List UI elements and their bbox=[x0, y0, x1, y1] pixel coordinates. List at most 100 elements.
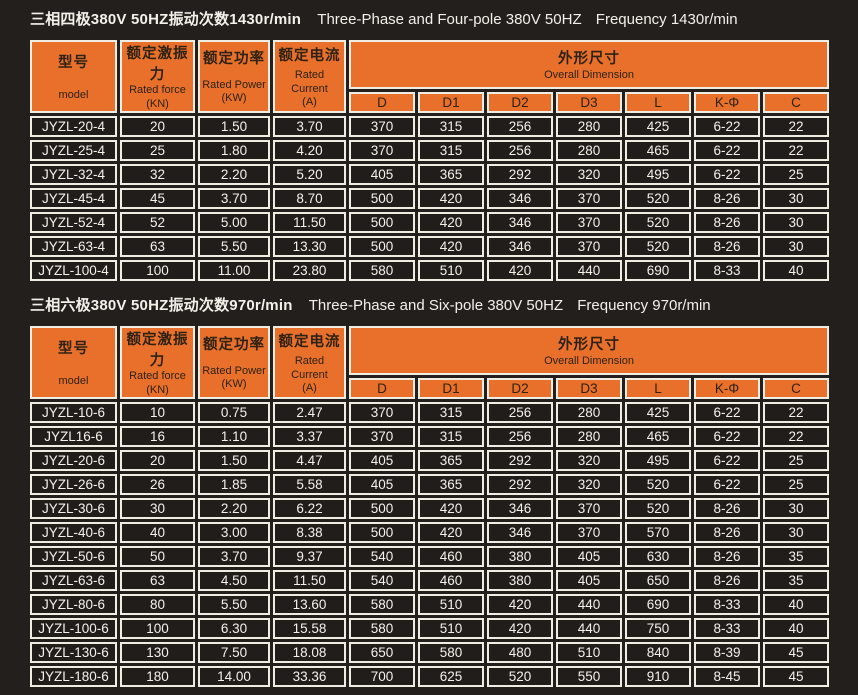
value-cell: 8-26 bbox=[694, 570, 760, 591]
value-cell: 8-26 bbox=[694, 522, 760, 543]
value-cell: 315 bbox=[418, 426, 484, 447]
col-header-rated-force: 额定激振力 Rated force (KN) bbox=[120, 326, 195, 399]
value-cell: 420 bbox=[418, 188, 484, 209]
table-row: JYZL-20-6 20 1.50 4.47 405 365 292 320 495 6-22 25 bbox=[30, 450, 830, 471]
col-header-d: D bbox=[349, 378, 415, 399]
value-cell: 346 bbox=[487, 498, 553, 519]
value-cell: 440 bbox=[556, 618, 622, 639]
value-cell: 25 bbox=[120, 140, 195, 161]
model-cell: JYZL-30-6 bbox=[30, 498, 117, 519]
value-cell: 540 bbox=[349, 570, 415, 591]
value-cell: 50 bbox=[120, 546, 195, 567]
value-cell: 8.70 bbox=[273, 188, 346, 209]
section-title-four-pole: 三相四极380V 50HZ振动次数1430r/min Three-Phase a… bbox=[30, 0, 858, 30]
value-cell: 100 bbox=[120, 618, 195, 639]
value-cell: 580 bbox=[349, 618, 415, 639]
value-cell: 520 bbox=[625, 474, 691, 495]
col-header-d1: D1 bbox=[418, 92, 484, 113]
force-label-zh: 额定激振力 bbox=[126, 332, 189, 370]
value-cell: 380 bbox=[487, 570, 553, 591]
value-cell: 18.08 bbox=[273, 642, 346, 663]
value-cell: 346 bbox=[487, 236, 553, 257]
dimension-label-en: Overall Dimension bbox=[544, 68, 634, 81]
value-cell: 500 bbox=[349, 522, 415, 543]
table-row: JYZL-130-6 130 7.50 18.08 650 580 480 510 840 8-3… bbox=[30, 642, 830, 663]
value-cell: 22 bbox=[763, 116, 830, 137]
value-cell: 6-22 bbox=[694, 116, 760, 137]
value-cell: 292 bbox=[487, 164, 553, 185]
model-cell: JYZL-180-6 bbox=[30, 666, 117, 687]
value-cell: 1.10 bbox=[198, 426, 270, 447]
table-row: JYZL-25-4 25 1.80 4.20 370 315 256 280 465 6-22 22 bbox=[30, 140, 830, 161]
value-cell: 292 bbox=[487, 474, 553, 495]
value-cell: 11.50 bbox=[273, 570, 346, 591]
value-cell: 8-26 bbox=[694, 546, 760, 567]
model-label-zh: 型号 bbox=[58, 54, 89, 71]
value-cell: 346 bbox=[487, 188, 553, 209]
value-cell: 33.36 bbox=[273, 666, 346, 687]
value-cell: 52 bbox=[120, 212, 195, 233]
model-cell: JYZL-130-6 bbox=[30, 642, 117, 663]
value-cell: 30 bbox=[763, 188, 830, 209]
value-cell: 25 bbox=[763, 474, 830, 495]
value-cell: 22 bbox=[763, 426, 830, 447]
value-cell: 370 bbox=[556, 212, 622, 233]
value-cell: 520 bbox=[625, 498, 691, 519]
col-header-rated-power: 额定功率 Rated Power (KW) bbox=[198, 40, 270, 113]
value-cell: 32 bbox=[120, 164, 195, 185]
title-frequency: Frequency 1430r/min bbox=[595, 11, 738, 28]
value-cell: 370 bbox=[349, 116, 415, 137]
value-cell: 35 bbox=[763, 570, 830, 591]
value-cell: 7.50 bbox=[198, 642, 270, 663]
force-label-en: Rated force (KN) bbox=[129, 370, 186, 396]
col-header-model: 型号 model bbox=[30, 326, 117, 399]
table-row: JYZL-50-6 50 3.70 9.37 540 460 380 405 630 8-26 35 bbox=[30, 546, 830, 567]
value-cell: 625 bbox=[418, 666, 484, 687]
value-cell: 100 bbox=[120, 260, 195, 281]
value-cell: 370 bbox=[556, 498, 622, 519]
value-cell: 20 bbox=[120, 116, 195, 137]
table-row: JYZL-10-6 10 0.75 2.47 370 315 256 280 425 6-22 22 bbox=[30, 402, 830, 423]
value-cell: 320 bbox=[556, 474, 622, 495]
value-cell: 3.37 bbox=[273, 426, 346, 447]
table-row: JYZL-20-4 20 1.50 3.70 370 315 256 280 425 6-22 22 bbox=[30, 116, 830, 137]
value-cell: 420 bbox=[418, 212, 484, 233]
value-cell: 30 bbox=[763, 236, 830, 257]
value-cell: 520 bbox=[625, 236, 691, 257]
value-cell: 700 bbox=[349, 666, 415, 687]
value-cell: 3.70 bbox=[198, 188, 270, 209]
model-cell: JYZL-25-4 bbox=[30, 140, 117, 161]
col-header-d1: D1 bbox=[418, 378, 484, 399]
value-cell: 3.70 bbox=[273, 116, 346, 137]
value-cell: 2.20 bbox=[198, 164, 270, 185]
value-cell: 15.58 bbox=[273, 618, 346, 639]
model-cell: JYZL-63-6 bbox=[30, 570, 117, 591]
value-cell: 130 bbox=[120, 642, 195, 663]
col-header-d: D bbox=[349, 92, 415, 113]
value-cell: 500 bbox=[349, 212, 415, 233]
value-cell: 1.50 bbox=[198, 450, 270, 471]
table-row: JYZL-100-6 100 6.30 15.58 580 510 420 440 750 8-3… bbox=[30, 618, 830, 639]
col-header-d3: D3 bbox=[556, 92, 622, 113]
value-cell: 495 bbox=[625, 450, 691, 471]
value-cell: 6-22 bbox=[694, 450, 760, 471]
spec-table-six-pole: 型号 model 额定激振力 Rated force (KN) 额定功率 Rate… bbox=[27, 323, 832, 690]
table-row: JYZL16-6 16 1.10 3.37 370 315 256 280 465 6-22 22 bbox=[30, 426, 830, 447]
section-title-six-pole: 三相六极380V 50HZ振动次数970r/min Three-Phase an… bbox=[30, 286, 858, 316]
value-cell: 495 bbox=[625, 164, 691, 185]
value-cell: 580 bbox=[418, 642, 484, 663]
value-cell: 6-22 bbox=[694, 402, 760, 423]
col-header-d2: D2 bbox=[487, 378, 553, 399]
current-label-en: Rated Current (A) bbox=[291, 69, 328, 108]
value-cell: 480 bbox=[487, 642, 553, 663]
value-cell: 8-33 bbox=[694, 618, 760, 639]
value-cell: 510 bbox=[418, 618, 484, 639]
value-cell: 320 bbox=[556, 164, 622, 185]
col-header-c: C bbox=[763, 378, 830, 399]
value-cell: 5.58 bbox=[273, 474, 346, 495]
value-cell: 63 bbox=[120, 236, 195, 257]
value-cell: 690 bbox=[625, 594, 691, 615]
force-label-en: Rated force (KN) bbox=[129, 84, 186, 110]
model-label-en: model bbox=[58, 89, 89, 102]
current-label-en: Rated Current (A) bbox=[291, 355, 328, 394]
